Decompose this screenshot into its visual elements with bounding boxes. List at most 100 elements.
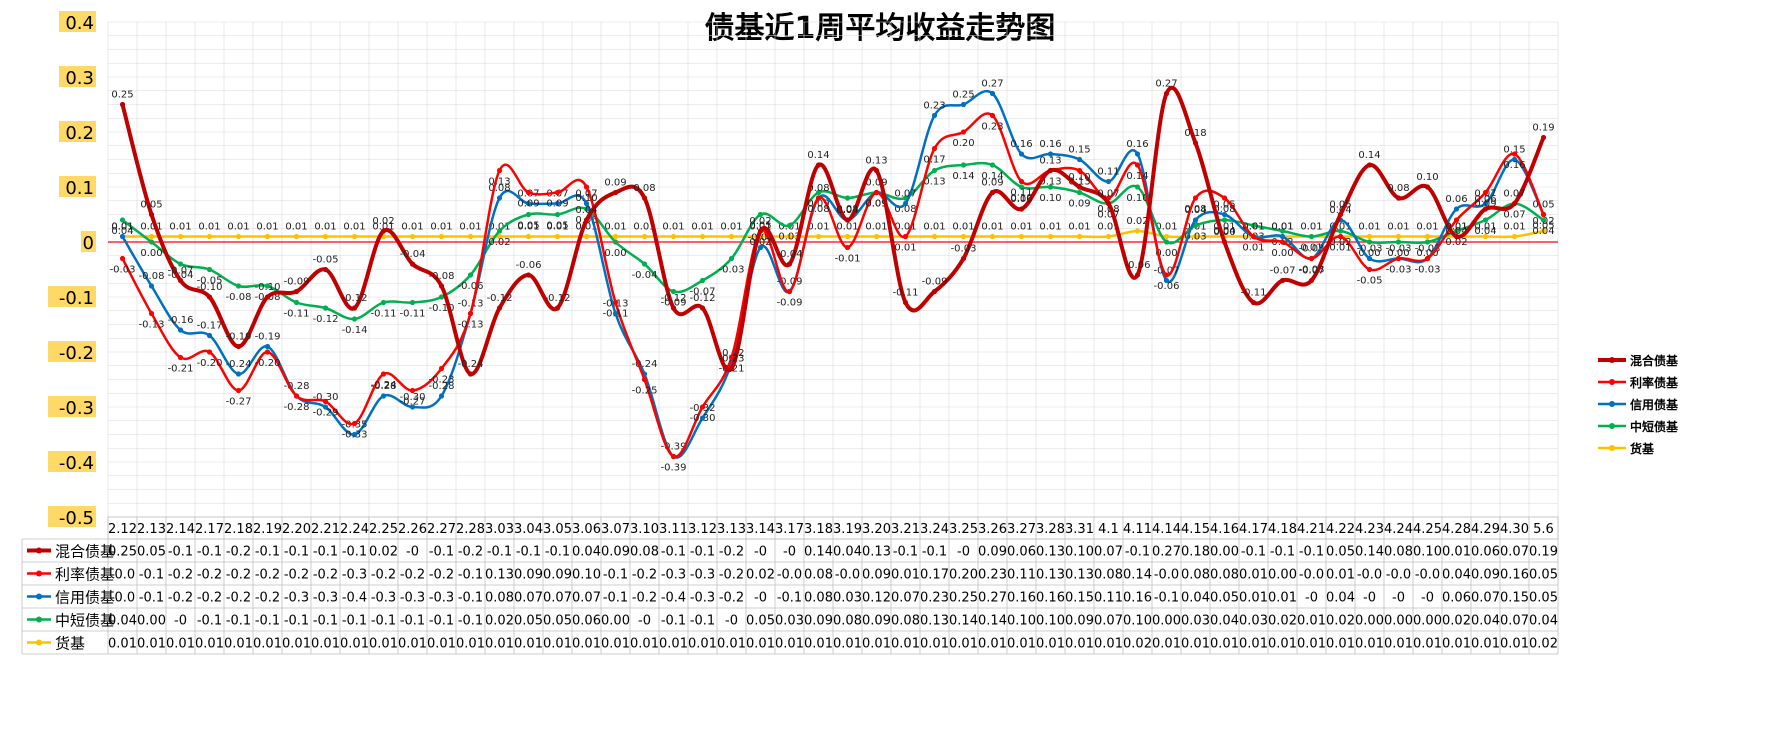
data-point [960,162,967,168]
data-point [1192,140,1199,146]
data-label: 0.08 [1184,204,1206,215]
data-label: 0.08 [1213,204,1235,215]
table-cell: -0.1 [429,614,454,629]
table-cell: -0.3 [400,591,425,606]
data-label: 0.08 [807,183,829,194]
data-point [1250,222,1257,229]
table-cell: 0.08 [1094,568,1123,583]
table-cell: -0.1 [603,568,628,583]
data-label: -0.12 [661,293,687,304]
data-label: 0.01 [111,222,133,233]
data-label: 0.01 [1039,222,1061,233]
table-cell: -0.1 [313,614,338,629]
table-cell: 0.07 [543,591,572,606]
table-cell: 0.01 [978,637,1007,652]
data-point [1424,233,1431,240]
table-cell: 0.05 [1210,591,1239,606]
table-cell: -0.2 [632,568,657,583]
x-tick-label: 2.24 [340,522,369,537]
data-point [1453,206,1460,212]
data-point [177,261,184,267]
data-label: 0.08 [1387,183,1409,194]
data-point [728,365,735,372]
table-cell: 0.10 [1036,614,1065,629]
data-label: 0.01 [198,222,220,233]
table-cell: 0.08 [891,614,920,629]
data-label: -0.10 [255,282,281,293]
data-point [1453,217,1460,223]
data-label: 0.01 [836,222,858,233]
data-point [525,233,532,240]
data-point [960,101,967,108]
data-label: 0.01 [430,222,452,233]
data-point [1540,211,1547,218]
data-point [1453,233,1460,240]
data-label: -0.06 [458,281,484,292]
table-cell: -0.0 [110,568,135,583]
data-label: -0.17 [197,321,223,332]
data-label: 0.01 [604,222,626,233]
table-cell: -0.2 [371,568,396,583]
table-cell: 0.01 [1297,637,1326,652]
data-label: 0.09 [865,199,887,210]
data-label: -0.30 [690,413,716,424]
table-cell: -0.0 [1357,568,1382,583]
table-cell: -0.1 [255,545,280,560]
table-cell: -0.4 [661,591,686,606]
data-label: -0.03 [1357,244,1383,255]
x-tick-label: 4.22 [1326,522,1355,537]
x-tick-label: 4.16 [1210,522,1239,537]
y-tick-label: -0.2 [59,343,94,364]
y-tick-label: 0.3 [65,68,94,89]
data-point [409,387,416,394]
table-row-name: 利率债基 [55,566,115,584]
table-cell: 0.01 [1239,568,1268,583]
data-point [438,294,445,300]
data-point [1511,200,1518,207]
table-cell: -0.1 [313,545,338,560]
table-cell: 0.09 [978,545,1007,560]
data-label: 0.01 [1416,222,1438,233]
data-label: 0.07 [575,189,597,200]
x-tick-label: 2.19 [253,522,282,537]
table-cell: 0.04 [1326,591,1355,606]
data-point [148,233,155,240]
table-cell: 0.01 [717,637,746,652]
table-cell: -0.0 [1299,568,1324,583]
y-tick-highlight [59,176,96,197]
data-label: 0.01 [807,222,829,233]
y-tick-highlight [48,341,96,362]
table-cell: 0.07 [1471,591,1500,606]
data-point [960,129,967,135]
data-label: -0.13 [458,299,484,310]
data-label: 0.03 [778,232,800,243]
data-label: 0.01 [1445,222,1467,233]
data-label: 0.01 [1242,222,1264,233]
data-label: -0.03 [719,265,745,276]
data-point [554,189,561,196]
data-label: -0.28 [284,381,310,392]
y-tick-highlight [59,11,96,32]
data-point [1395,255,1402,262]
data-label: -0.24 [632,359,658,370]
table-cell: 0.01 [601,637,630,652]
data-point [293,393,300,399]
x-tick-label: 4.14 [1152,522,1181,537]
data-label: 0.01 [1329,243,1351,254]
data-label: 0.01 [923,222,945,233]
data-point [525,200,532,207]
table-cell: 0.01 [543,637,572,652]
data-label: 0.01 [546,222,568,233]
table-cell: -0 [1421,591,1434,606]
data-point [264,294,271,300]
data-point [728,233,735,240]
series-1: 0.250.05-0.07-0.10-0.19-0.10 -0.09-0.05-0… [111,79,1555,377]
table-cell: 0.08 [1210,568,1239,583]
series-3: 0.01-0.08-0.16 -0.17-0.24-0.19-0.28-0.30-… [111,79,1555,460]
data-point [148,211,155,218]
data-label: 0.01 [1300,243,1322,254]
data-point [264,349,271,355]
data-point [235,343,242,350]
data-label: -0.24 [371,380,397,391]
table-cell: 0.18 [1181,545,1210,560]
